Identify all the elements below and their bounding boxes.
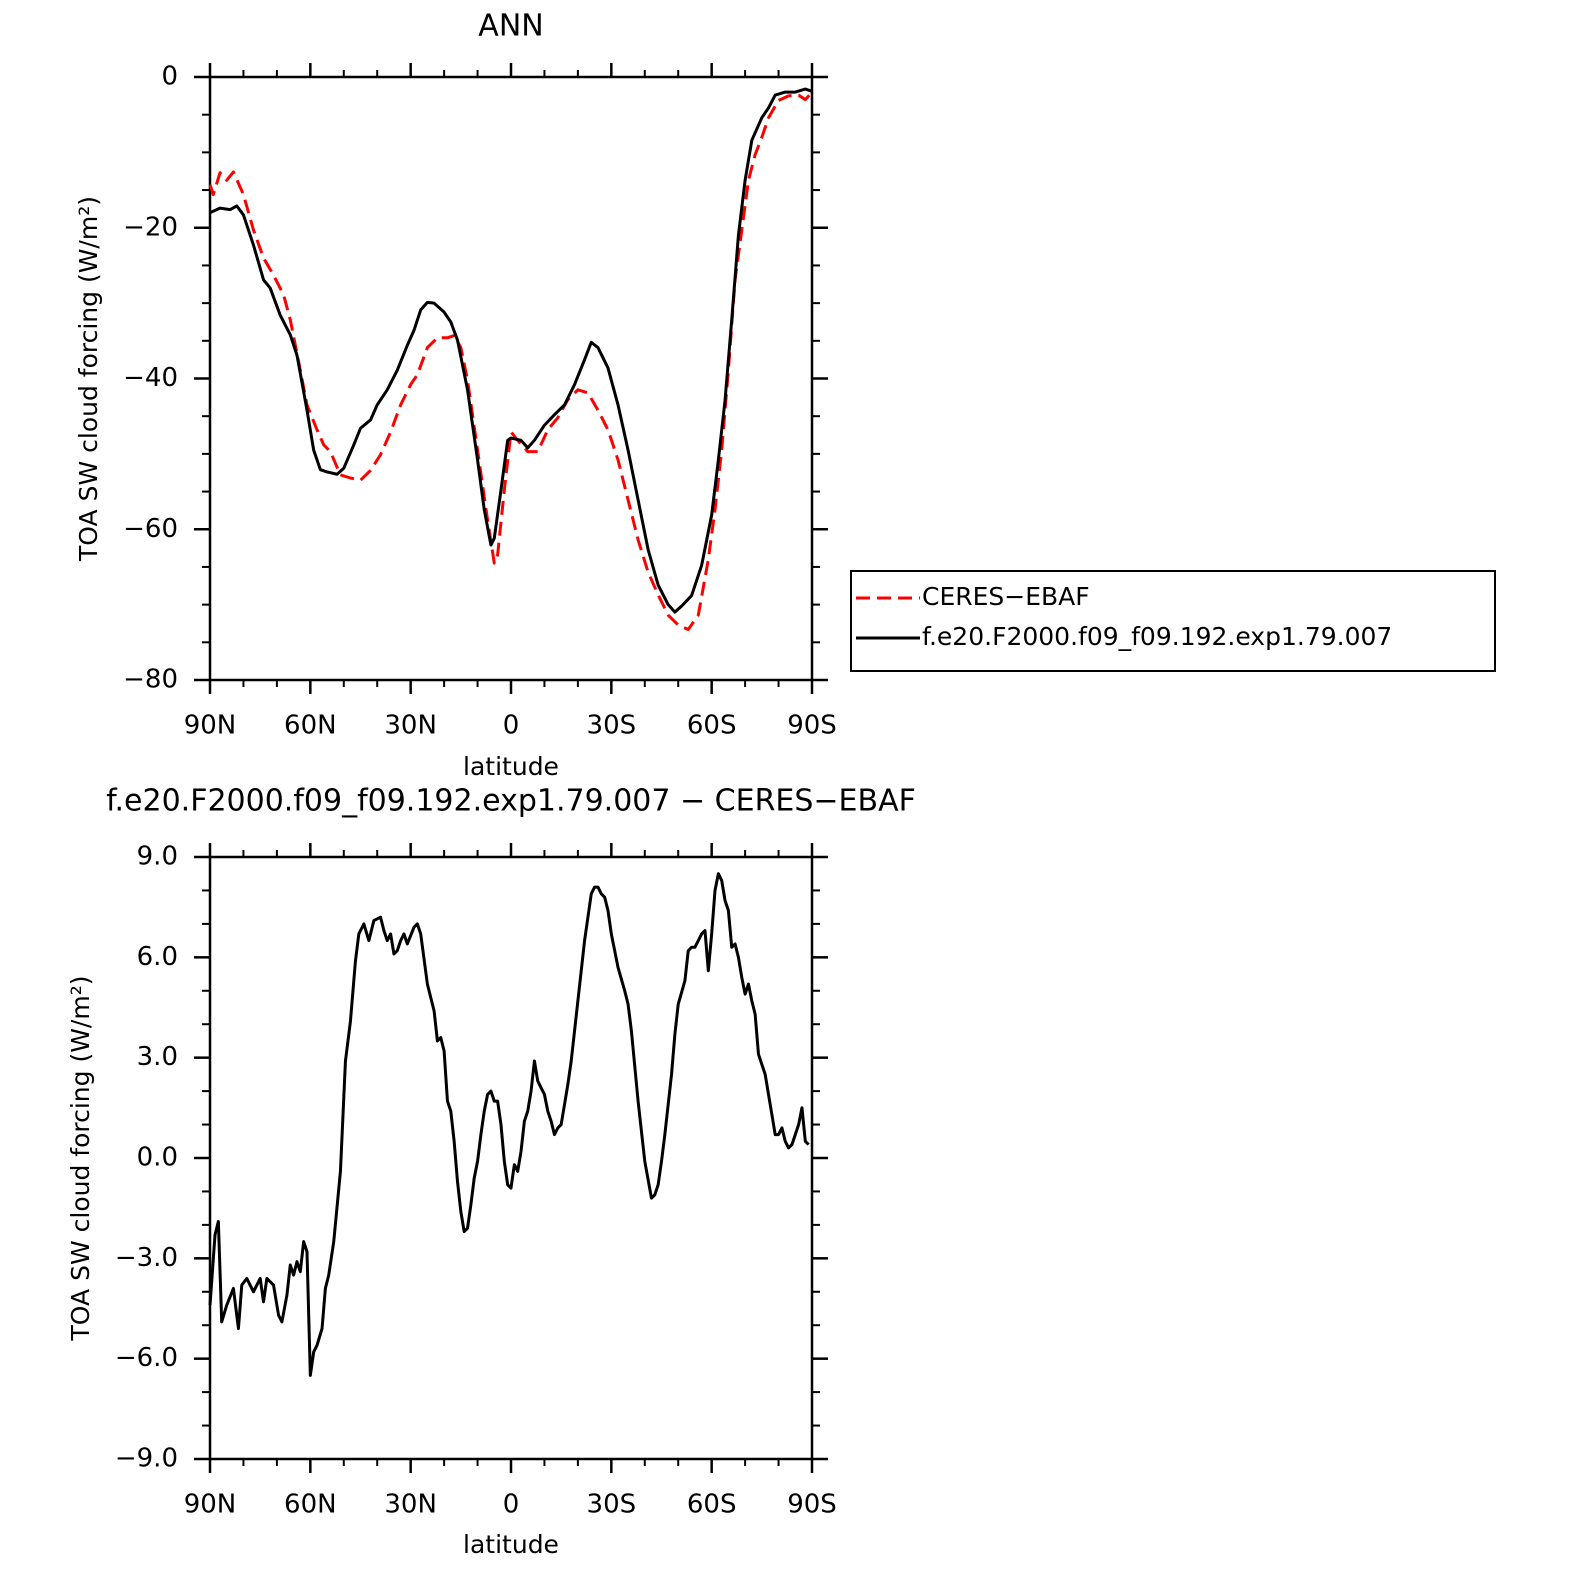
y-tick-label: −20 [123, 212, 178, 242]
data-line [209, 87, 813, 614]
plot-frame [208, 855, 814, 1461]
y-tick-label: 9.0 [137, 842, 178, 872]
y-tick-label: −9.0 [115, 1444, 178, 1474]
legend-label: f.e20.F2000.f09_f09.192.exp1.79.007 [922, 622, 1392, 651]
x-tick-label: 90S [787, 711, 837, 741]
y-tick-label: 0 [161, 62, 178, 92]
x-tick-label: 30S [587, 1490, 637, 1520]
legend-box [850, 570, 1496, 672]
legend-label: CERES−EBAF [922, 582, 1090, 611]
x-tick-label: 90S [787, 1490, 837, 1520]
y-tick-label: 6.0 [137, 942, 178, 972]
data-line [208, 91, 814, 631]
y-tick-label: 3.0 [137, 1042, 178, 1072]
y-axis-label: TOA SW cloud forcing (W/m²) [74, 196, 103, 562]
chart-title: f.e20.F2000.f09_f09.192.exp1.79.007 − CE… [106, 784, 916, 819]
x-axis-label: latitude [463, 1530, 559, 1559]
x-tick-label: 0 [503, 711, 520, 741]
x-axis-label: latitude [463, 752, 559, 781]
y-tick-label: −6.0 [115, 1343, 178, 1373]
x-tick-label: 0 [503, 1490, 520, 1520]
chart-title: ANN [478, 9, 543, 44]
x-tick-label: 60S [687, 1490, 737, 1520]
y-tick-label: −60 [123, 514, 178, 544]
data-line [208, 872, 810, 1377]
x-tick-label: 90N [184, 1490, 237, 1520]
x-tick-label: 60N [284, 1490, 337, 1520]
y-axis-label: TOA SW cloud forcing (W/m²) [66, 976, 95, 1342]
x-tick-label: 60S [687, 711, 737, 741]
y-tick-label: −80 [123, 665, 178, 695]
y-tick-label: 0.0 [137, 1143, 178, 1173]
y-tick-label: −3.0 [115, 1243, 178, 1273]
x-tick-label: 30N [384, 1490, 437, 1520]
x-tick-label: 90N [184, 711, 237, 741]
x-tick-label: 30S [587, 711, 637, 741]
y-tick-label: −40 [123, 363, 178, 393]
x-tick-label: 30N [384, 711, 437, 741]
x-tick-label: 60N [284, 711, 337, 741]
